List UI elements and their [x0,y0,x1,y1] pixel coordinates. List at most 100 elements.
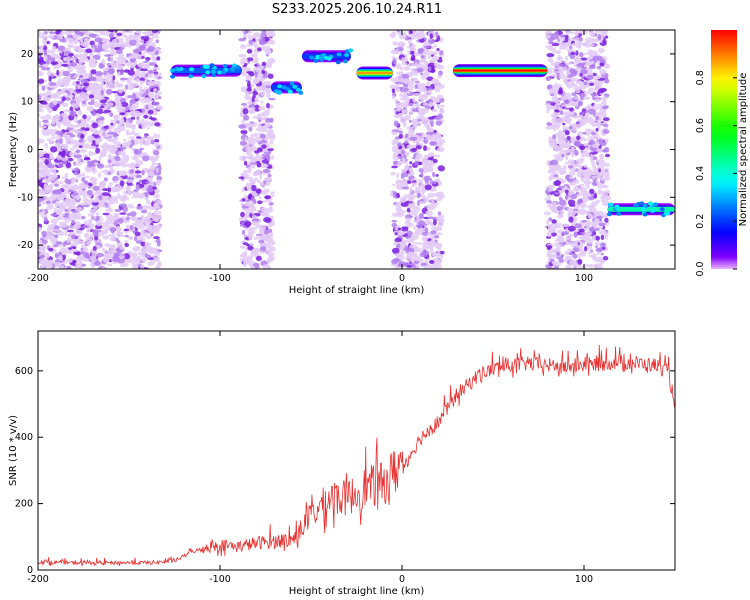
noise-speck [64,97,71,101]
noise-speck [569,107,574,112]
noise-speck [122,154,130,159]
noise-speck [603,162,610,167]
noise-speck [98,129,105,134]
noise-speck [593,104,597,110]
noise-speck [576,171,581,176]
noise-speck [257,179,262,183]
noise-speck [408,84,414,91]
noise-speck [422,241,429,245]
noise-speck [38,182,45,186]
noise-speck [147,185,153,190]
noise-speck [578,209,583,214]
noise-speck [139,86,143,90]
noise-speck [554,180,561,187]
noise-speck [42,119,49,123]
noise-speck [63,57,72,62]
noise-speck [263,82,269,86]
noise-speck [89,166,96,172]
ridge-blob [335,60,341,65]
noise-speck [122,142,129,149]
noise-speck [92,185,100,191]
noise-speck [71,234,77,240]
noise-speck [52,100,58,105]
noise-speck [393,241,398,246]
noise-speck [64,143,69,150]
noise-speck [548,164,557,169]
noise-speck [89,57,96,64]
noise-speck [238,217,247,222]
noise-speck [248,165,252,172]
noise-speck [573,179,580,184]
noise-speck [144,192,149,198]
noise-speck [428,216,435,220]
noise-speck [115,49,123,55]
noise-speck [83,82,90,87]
noise-speck [439,250,445,255]
noise-speck [417,248,423,253]
noise-speck [148,80,156,87]
heatmap-ytick-label: -20 [17,240,33,251]
noise-speck [594,240,601,247]
noise-speck [412,97,416,103]
noise-speck [560,130,564,134]
noise-speck [407,129,415,135]
noise-speck [50,61,59,65]
noise-speck [258,65,265,70]
noise-speck [433,219,437,226]
noise-speck [101,247,106,252]
colorbar-bar [711,30,737,269]
noise-speck [112,39,117,44]
noise-speck [113,213,120,218]
noise-speck [95,71,103,77]
noise-speck [60,157,69,162]
noise-speck [75,149,81,154]
noise-speck [270,154,275,161]
ridge-blob [633,203,639,208]
noise-speck [413,260,420,264]
noise-speck [437,226,443,231]
noise-speck [560,110,564,115]
ridge-blob [647,201,653,206]
noise-speck [115,198,119,204]
noise-speck [545,30,552,34]
noise-speck [595,235,601,241]
noise-speck [118,171,124,174]
noise-speck [147,69,154,74]
ridge-blob [313,58,319,63]
noise-speck [594,30,602,34]
noise-speck [423,45,431,49]
noise-speck [424,184,432,191]
noise-speck [141,257,146,264]
noise-speck [130,224,133,231]
noise-speck [546,193,552,199]
noise-speck [554,191,560,195]
noise-speck [156,223,162,230]
noise-speck [598,222,606,227]
noise-speck [553,226,562,229]
noise-speck [569,168,577,172]
noise-speck [38,60,46,65]
noise-speck [264,176,271,182]
ridge-blob [642,212,648,217]
noise-speck [137,159,144,166]
noise-speck [265,242,270,245]
noise-speck [244,63,248,66]
noise-speck [148,92,155,98]
noise-speck [75,261,84,266]
noise-speck [554,102,562,107]
noise-speck [70,73,77,80]
noise-speck [45,175,49,180]
noise-speck [602,124,609,127]
noise-speck [587,251,594,254]
noise-speck [431,172,436,177]
snr-ytick-label: 600 [15,366,33,377]
noise-speck [390,171,396,176]
noise-speck [564,62,573,65]
noise-speck [600,30,608,35]
noise-speck [423,216,430,220]
noise-speck [400,172,409,178]
noise-speck [137,92,143,96]
noise-speck [400,93,409,98]
noise-speck [140,248,148,254]
noise-speck [133,164,140,167]
